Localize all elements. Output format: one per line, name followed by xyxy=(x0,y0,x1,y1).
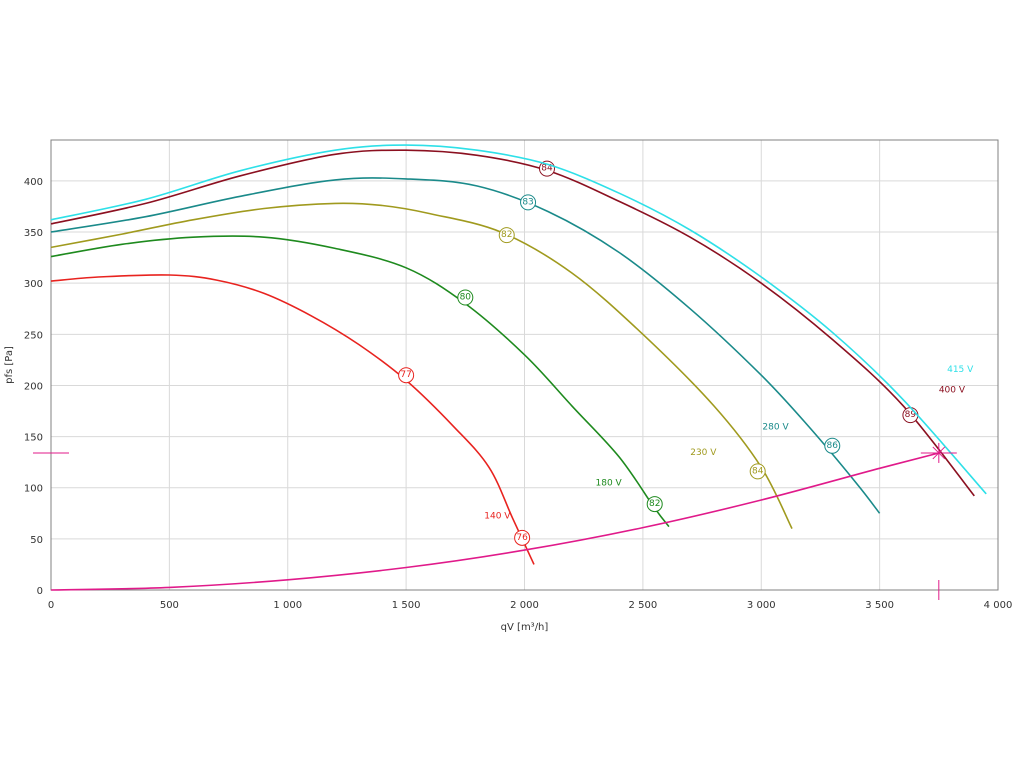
efficiency-marker-value: 84 xyxy=(752,466,764,476)
efficiency-marker-circle xyxy=(646,496,663,513)
efficiency-marker-value: 82 xyxy=(501,230,512,240)
y-tick-label: 300 xyxy=(24,279,43,290)
efficiency-marker-circle xyxy=(457,289,474,306)
series-label: 140 V xyxy=(484,511,511,521)
x-tick-label: 1 500 xyxy=(392,600,421,611)
efficiency-marker: 82 xyxy=(498,227,515,244)
series-system-curve xyxy=(50,452,939,591)
y-tick-label: 250 xyxy=(24,330,43,341)
efficiency-marker-circle xyxy=(520,194,537,211)
y-tick-label: 0 xyxy=(37,586,43,597)
x-axis-title: qV [m³/h] xyxy=(501,622,549,633)
operating-point xyxy=(33,442,957,600)
efficiency-marker: 86 xyxy=(824,437,841,454)
series-230-v: 230 V 82 84 xyxy=(50,202,793,529)
series-line xyxy=(50,274,535,565)
efficiency-marker: 84 xyxy=(749,463,766,480)
efficiency-marker: 82 xyxy=(646,496,663,513)
y-tick-label: 50 xyxy=(30,535,43,546)
y-tick-label: 200 xyxy=(24,381,43,392)
efficiency-marker-value: 80 xyxy=(460,293,472,303)
y-tick-label: 100 xyxy=(24,484,43,495)
series-label: 180 V xyxy=(596,479,623,489)
efficiency-marker: 89 xyxy=(902,407,919,424)
series-140-v: 140 V 77 76 xyxy=(50,274,535,565)
efficiency-marker-value: 86 xyxy=(827,441,839,451)
efficiency-marker-value: 77 xyxy=(400,370,411,380)
efficiency-marker: 76 xyxy=(514,529,531,546)
x-tick-label: 4 000 xyxy=(984,600,1013,611)
efficiency-marker-value: 84 xyxy=(541,164,553,174)
x-tick-label: 2 500 xyxy=(629,600,658,611)
efficiency-marker-circle xyxy=(498,227,515,244)
efficiency-marker-circle xyxy=(824,437,841,454)
efficiency-marker-value: 89 xyxy=(905,410,917,420)
y-tick-label: 150 xyxy=(24,433,43,444)
series-415-v: 415 V xyxy=(50,144,987,495)
series-label: 230 V xyxy=(690,448,717,458)
efficiency-marker-circle xyxy=(398,367,415,384)
x-tick-label: 3 000 xyxy=(747,600,776,611)
series-label: 415 V xyxy=(947,365,974,375)
efficiency-marker-circle xyxy=(749,463,766,480)
efficiency-marker: 83 xyxy=(520,194,537,211)
series-280-v: 280 V 83 86 xyxy=(50,177,881,514)
x-tick-label: 3 500 xyxy=(865,600,894,611)
plot-frame xyxy=(50,139,999,591)
y-axis-title: pfs [Pa] xyxy=(4,346,15,384)
y-tick-label: 400 xyxy=(24,177,43,188)
x-tick-label: 0 xyxy=(48,600,54,611)
series-label: 280 V xyxy=(762,422,789,432)
x-tick-label: 500 xyxy=(160,600,179,611)
x-tick-label: 2 000 xyxy=(510,600,539,611)
efficiency-marker: 77 xyxy=(398,367,415,384)
series-line xyxy=(50,177,881,514)
operating-point-diag-b xyxy=(932,446,946,460)
series-line xyxy=(50,144,987,495)
y-tick-label: 350 xyxy=(24,228,43,239)
series-label: 400 V xyxy=(939,386,966,396)
efficiency-marker-value: 82 xyxy=(649,499,660,509)
efficiency-marker-circle xyxy=(514,529,531,546)
series-line xyxy=(50,452,939,591)
efficiency-marker-value: 76 xyxy=(516,533,528,543)
series-180-v: 180 V 80 82 xyxy=(50,235,670,528)
x-tick-label: 1 000 xyxy=(273,600,302,611)
efficiency-marker-value: 83 xyxy=(522,197,533,207)
series-line xyxy=(50,235,670,528)
series-line xyxy=(50,202,793,529)
efficiency-marker: 80 xyxy=(457,289,474,306)
